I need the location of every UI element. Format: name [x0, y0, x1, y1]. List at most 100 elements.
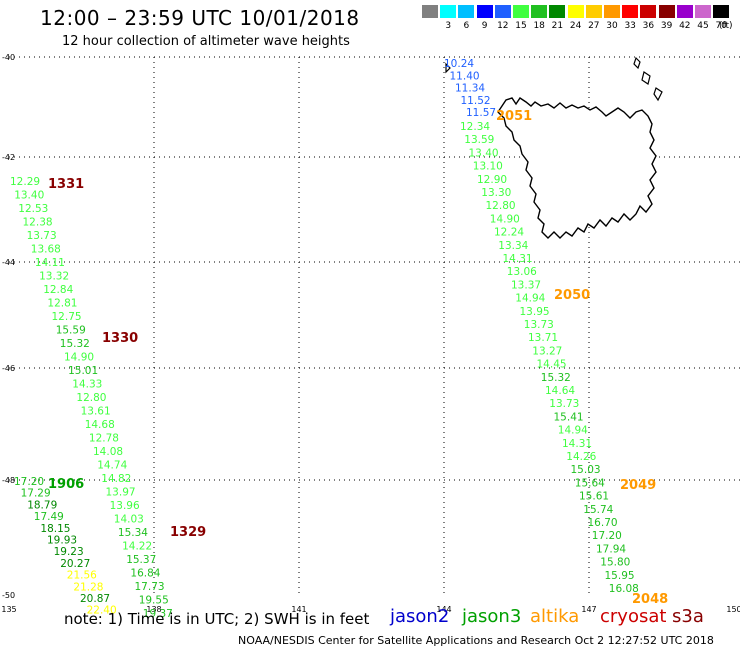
pass-number-label: 2048 [632, 592, 668, 607]
legend-satellite-s3a: s3a [672, 606, 704, 627]
wave-height-value: 15.37 [126, 554, 156, 566]
wave-height-value: 13.10 [473, 161, 503, 173]
wave-height-value: 14.33 [72, 379, 102, 391]
tasmania-island-outline [497, 97, 657, 239]
wave-height-value: 14.90 [64, 352, 94, 364]
wave-height-value: 13.27 [532, 345, 562, 357]
wave-height-value: 15.74 [583, 504, 613, 516]
wave-height-value: 17.73 [135, 581, 165, 593]
wave-height-value: 14.08 [93, 446, 123, 458]
lat-tick-label: -48 [2, 476, 15, 485]
color-scale-swatch [640, 5, 657, 18]
wave-height-value: 14.31 [503, 253, 533, 265]
lat-tick-label: -44 [2, 258, 15, 267]
wave-height-value: 15.32 [60, 338, 90, 350]
legend-satellite-jason2: jason2 [390, 606, 450, 627]
color-scale-label: 3 [445, 21, 452, 31]
map-title: 12:00 – 23:59 UTC 10/01/2018 [40, 6, 360, 30]
wave-height-value: 19.23 [54, 546, 84, 558]
wave-height-value: 12.24 [494, 227, 524, 239]
legend-satellite-altika: altika [530, 606, 580, 627]
wave-height-value: 16.84 [130, 568, 160, 580]
legend-note: note: 1) Time is in UTC; 2) SWH is in fe… [64, 610, 370, 628]
wave-height-value: 12.34 [460, 121, 490, 133]
wave-height-value: 14.94 [558, 425, 588, 437]
wave-height-value: 10.24 [444, 58, 474, 70]
pass-number-label: 2049 [620, 478, 656, 493]
wave-height-value: 14.74 [97, 460, 127, 472]
wave-height-value: 12.90 [477, 174, 507, 186]
wave-height-value: 12.75 [52, 311, 82, 323]
tasmania-coastline [445, 56, 663, 239]
color-scale-swatch [695, 5, 711, 18]
wave-height-value: 15.61 [579, 491, 609, 503]
wave-height-value: 17.49 [34, 511, 64, 523]
wave-height-value: 16.08 [609, 583, 639, 595]
color-scale-label: 21 [551, 21, 564, 31]
color-scale-swatch [458, 5, 475, 18]
wave-height-value: 13.40 [14, 190, 44, 202]
lat-tick-label: -40 [2, 53, 15, 62]
lon-tick-label: 144 [436, 605, 451, 614]
wave-height-value: 19.93 [47, 535, 77, 547]
color-scale-label: 24 [569, 21, 582, 31]
island-outline [633, 56, 641, 70]
island-outline [445, 62, 451, 74]
color-scale-label: 15 [515, 21, 527, 31]
color-scale-label: 18 [533, 21, 545, 31]
color-scale-label: 39 [660, 21, 673, 31]
pass-number-label: 1330 [102, 331, 138, 346]
pass-number-label: 1331 [48, 177, 84, 192]
axis-labels: 135 138 141 144 147 150 -40 -42 -44 -46 -48 -50 [1, 53, 740, 614]
color-scale-label: 70 [715, 21, 727, 31]
color-scale-swatch [549, 5, 566, 18]
wave-height-value: 15.01 [68, 365, 98, 377]
color-scale-swatch [567, 5, 584, 18]
color-scale-label: 12 [497, 21, 509, 31]
color-scale-label: 30 [606, 21, 618, 31]
color-scale-label: 36 [642, 21, 655, 31]
lon-tick-label: 135 [1, 605, 16, 614]
pass-number-label: 1906 [48, 477, 84, 492]
wave-height-value: 14.45 [537, 359, 567, 371]
color-scale-swatch [440, 5, 457, 18]
lon-tick-label: 150 [726, 605, 740, 614]
wave-height-value: 13.40 [469, 147, 499, 159]
wave-height-value: 12.80 [76, 392, 106, 404]
legend-satellite-cryosat: cryosat [600, 606, 667, 627]
wave-height-value: 15.41 [554, 411, 584, 423]
wave-height-value: 20.87 [80, 593, 110, 605]
wave-height-value: 13.59 [464, 134, 494, 146]
pass-number-label: 2050 [554, 288, 590, 303]
color-scale-unit: (ft) [719, 21, 733, 31]
wave-height-value: 13.96 [110, 500, 140, 512]
wave-height-value: 13.06 [507, 266, 537, 278]
color-scale-swatch [713, 5, 730, 18]
wave-height-value: 13.68 [31, 244, 61, 256]
color-scale-swatch [476, 5, 493, 18]
wave-height-value: 16.70 [588, 517, 618, 529]
wave-height-value: 13.34 [498, 240, 528, 252]
color-scale-label: 33 [624, 21, 636, 31]
color-scale-swatch [585, 5, 602, 18]
pass-labels: 1331 1330 1329 1906 2051 2050 2049 2048 [48, 109, 668, 607]
wave-height-value: 19.55 [139, 595, 169, 607]
wave-height-value: 12.80 [486, 200, 516, 212]
color-scale-swatch [531, 5, 548, 18]
wave-height-value: 13.61 [81, 406, 111, 418]
wave-height-value: 13.37 [511, 279, 541, 291]
wave-height-value: 22.40 [87, 605, 117, 617]
wave-height-value: 12.78 [89, 433, 119, 445]
wave-height-value: 11.52 [461, 95, 491, 107]
color-scale-label: 42 [679, 21, 691, 31]
wave-height-value: 21.56 [67, 570, 97, 582]
color-scale-swatch [622, 5, 639, 18]
color-scale-swatch [604, 5, 620, 18]
wave-height-value: 18.15 [40, 523, 70, 535]
wave-height-value: 15.34 [118, 527, 148, 539]
wave-height-value: 13.95 [520, 306, 550, 318]
wave-height-value: 14.90 [490, 213, 520, 225]
color-scale-label: 9 [481, 21, 488, 31]
